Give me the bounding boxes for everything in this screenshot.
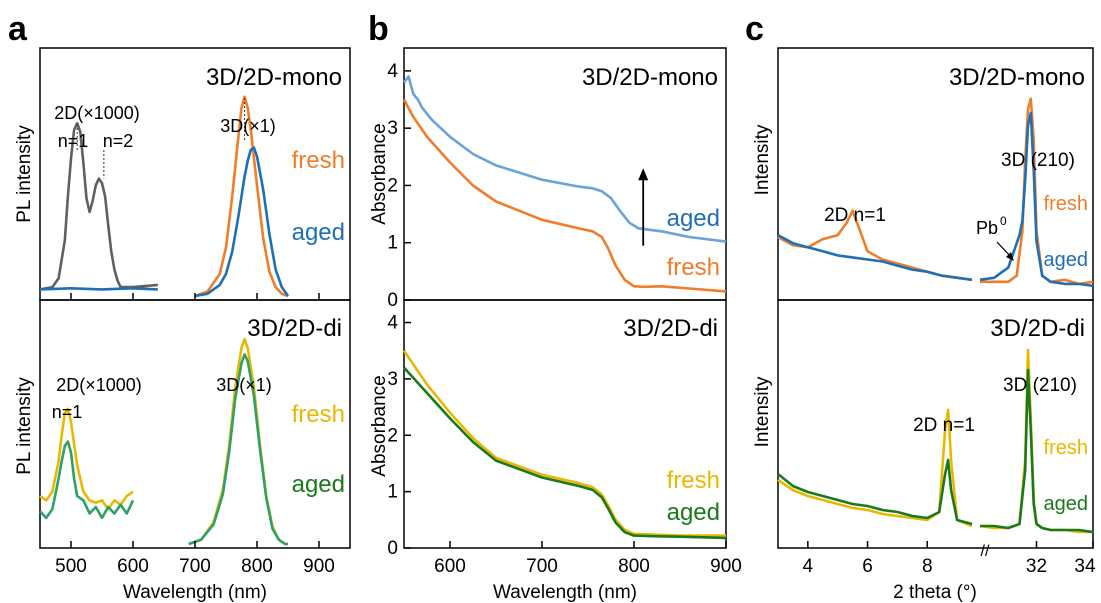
panel-a-bottom-series-1-line [39,440,135,520]
panel-label-a: a [8,10,28,48]
panel-a-top-title: 3D/2D-mono [206,64,342,91]
panel-a-bottom-ann-aged: aged [292,471,345,498]
panel-b-bottom-series-1-line [403,366,727,540]
panel-a-top-series-2-line [194,95,289,298]
panel-a-xtick-label-0: 500 [55,556,87,577]
panel-c-top-ann-2d: 2D n=1 [824,205,886,226]
panel-c-xtick-label-4: 34 [1074,556,1096,577]
panel-a-top-ann-n1: n=1 [58,131,89,151]
panel-a-top-ann-3d: 3D(×1) [220,116,276,136]
panel-a-series [39,95,290,546]
panel-c-bottom-ann-aged: aged [1044,493,1089,515]
panel-c-pb-pointer-head [1006,252,1014,261]
panel-b-xtick-label-0: 600 [434,556,466,577]
panel-b-top-ytick-label-4: 4 [387,61,398,82]
panel-b-top-series-1-line [402,98,727,293]
panel-c-bottom-title: 3D/2D-di [990,315,1085,342]
panel-b-top-ylabel: Absorbance [369,123,390,224]
panel-a-top-series-3-line [194,146,290,298]
panel-c-top-ann-aged: aged [1044,249,1089,271]
panel-c-xtick-label-0: 4 [803,556,814,577]
panel-b-bottom-ytick-label-4: 4 [387,313,398,334]
panel-a-top-ann-aged: aged [292,219,345,246]
panel-c-top-ann-pb: Pb [976,218,998,238]
panel-b-xtick-label-1: 700 [526,556,558,577]
panel-c-xtick-label-1: 6 [862,556,873,577]
panel-c-axis-break: // [981,543,990,560]
panel-a-xtick-label-1: 600 [117,556,149,577]
panel-a-bottom-ann-n1: n=1 [52,402,83,422]
panel-a-bottom-ann-3d: 3D(×1) [216,375,272,395]
panel-a-top-ann-2d: 2D(×1000) [54,103,140,123]
panel-label-c: c [745,10,764,48]
panel-b-xlabel: Wavelength (nm) [493,582,637,603]
panel-a: 500 600 700 800 900 3D/2D-mono 3D/2D-di PL i… [14,47,351,603]
panel-b-bottom-ann-aged: aged [667,499,720,526]
panel-b-top-ytick-label-3: 3 [387,118,398,139]
panel-a-bottom-ann-2d: 2D(×1000) [56,375,142,395]
panel-b-bottom-ytick-label-1: 1 [387,482,398,503]
panel-a-top-series-1-line [39,286,158,291]
panel-b-top-ann-aged: aged [667,205,720,232]
panel-a-bottom-ylabel: PL intensity [14,377,35,475]
panel-c-xtick-label-2: 8 [922,556,933,577]
panel-b-top-title: 3D/2D-mono [582,64,718,91]
panel-a-bottom-title: 3D/2D-di [247,315,342,342]
panel-c-xtick-label-3: 32 [1026,556,1047,577]
panel-b-bottom-title: 3D/2D-di [623,315,718,342]
panel-c-bottom-series-0-left-line [777,408,973,528]
panel-b-bottom-series-0-line [402,349,726,537]
panel-c-top-ann-pb-sup: 0 [1000,214,1007,228]
panel-a-xtick-label-2: 700 [179,556,211,577]
panel-b-arrowhead [638,168,649,181]
panel-c-xlabel: 2 theta (°) [893,582,977,603]
panel-a-xtick-label-3: 800 [241,556,273,577]
panel-b-xtick-label-3: 900 [710,556,742,577]
panel-c-top-ann-3d: 3D (210) [1001,150,1075,171]
panel-c-top-ylabel: Intensity [752,124,773,195]
panel-b-bottom-frame [403,299,727,549]
panel-a-top-series-0-line [39,122,158,291]
panel-b-bottom-ytick-label-2: 2 [387,425,398,446]
panel-c-top-series-0-right-line [980,97,1094,286]
panel-b-bottom-ylabel: Absorbance [369,375,390,476]
panel-label-b: b [368,10,389,48]
panel-b-top-series-0-line [402,75,727,243]
panel-c-top-ann-fresh: fresh [1044,193,1088,215]
panel-c-bottom-ann-fresh: fresh [1044,437,1088,459]
panel-a-top-ann-n2: n=2 [103,131,134,151]
panel-b-bottom-ytick-label-3: 3 [387,369,398,390]
panel-c-bottom-series-1-right-line [980,368,1094,534]
panel-c-bottom-frame [777,299,1094,549]
panel-a-bottom-series-3-line [188,353,288,546]
panel-b-top-ytick-label-2: 2 [387,175,398,196]
panel-a-top-ann-fresh: fresh [292,147,345,174]
panel-a-bottom-series-2-line [188,337,288,546]
panel-b-series [402,75,727,540]
panel-a-xlabel: Wavelength (nm) [123,582,267,603]
panel-b-top-ytick-label-0: 0 [387,290,398,311]
panel-a-top-ylabel: PL intensity [14,125,35,223]
panel-a-x-ticks: 500 600 700 800 900 [55,293,335,577]
panel-a-xtick-label-4: 900 [303,556,335,577]
panel-b-top-ann-fresh: fresh [667,254,720,281]
panel-c-bottom-ann-2d: 2D n=1 [913,415,975,436]
panel-a-bottom-ann-fresh: fresh [292,401,345,428]
panel-c-bottom-ann-3d: 3D (210) [1003,375,1077,396]
panel-c-top-series-1-left-line [777,233,973,282]
panel-b-bottom-ann-fresh: fresh [667,467,720,494]
panel-c-bottom-ylabel: Intensity [752,376,773,447]
panel-c-bottom-series-1-left-line [777,458,973,526]
panel-b-bottom-ytick-label-0: 0 [387,538,398,559]
panel-a-bottom-series-0-line [39,407,134,511]
panel-c-top-title: 3D/2D-mono [949,64,1085,91]
panel-b-xtick-label-2: 800 [618,556,650,577]
panel-c-x-ticks: 4 6 8 32 34 [803,541,1096,577]
panel-c: 4 6 8 32 34 // 3D/2D-mono 3D/2D-di Intensity… [752,47,1096,603]
panel-b-top-ytick-label-1: 1 [387,233,398,254]
